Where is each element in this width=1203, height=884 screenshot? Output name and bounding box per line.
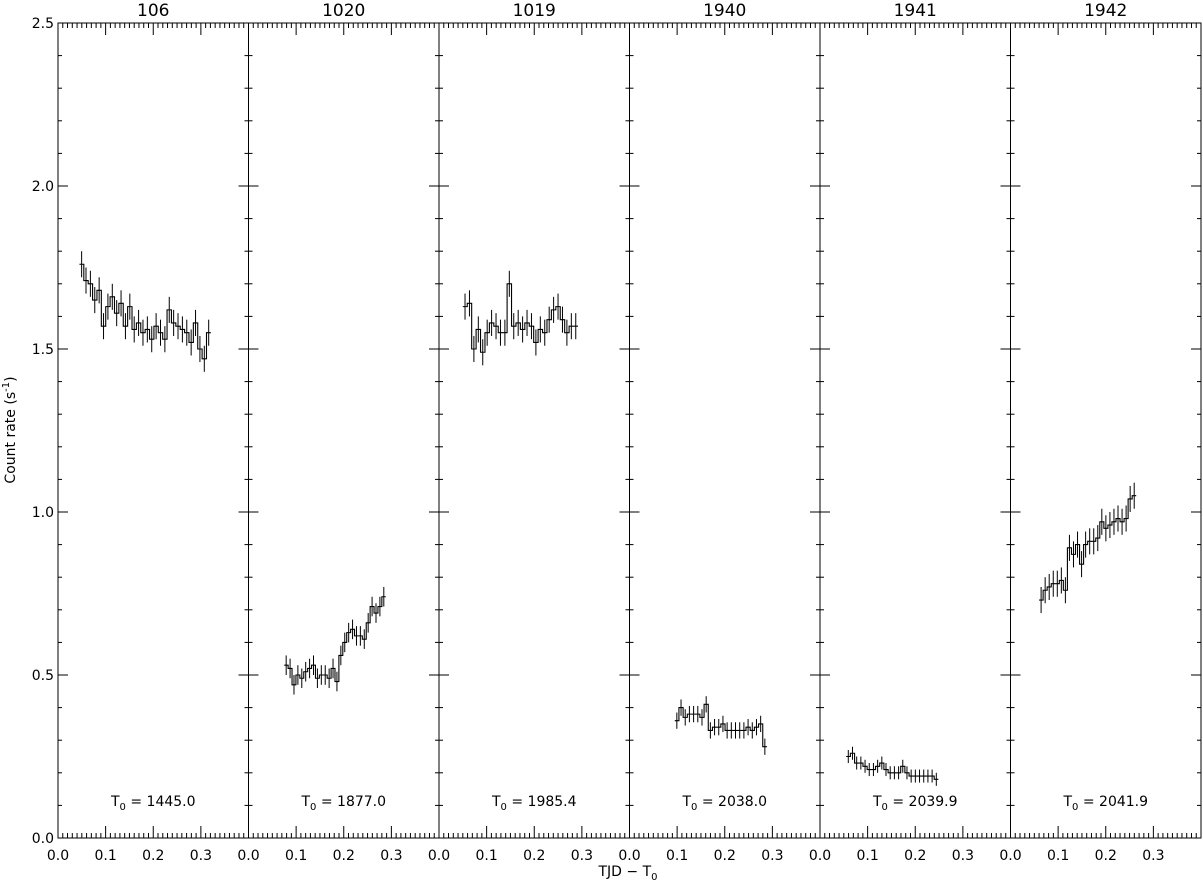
y-tick-label: 1.5 bbox=[32, 342, 54, 358]
x-tick-label: 0.2 bbox=[142, 848, 164, 864]
y-tick-label: 2.5 bbox=[32, 16, 54, 32]
panel-title: 106 bbox=[137, 1, 169, 21]
y-tick-label: 0.0 bbox=[32, 831, 54, 847]
panel-title: 1019 bbox=[513, 1, 556, 21]
panel-1019: 1019 0.0 0.1 0.2 0.3 T0 = 1985.4 bbox=[428, 1, 630, 864]
panel-frame bbox=[248, 22, 440, 839]
x-tick-label: 0.1 bbox=[94, 848, 116, 864]
x-tick-label: 0.3 bbox=[380, 848, 402, 864]
x-tick-label: 0.0 bbox=[428, 848, 450, 864]
x-tick-label: 0.3 bbox=[571, 848, 593, 864]
panels-group: 106 0.0 0.1 0.2 0.3 T0 = 1445.0 1020 0.0 0.1 0.2 0… bbox=[47, 1, 1202, 864]
panel-title: 1942 bbox=[1084, 1, 1127, 21]
y-axis-ticks: 0.0 0.5 1.0 1.5 2.0 2.5 bbox=[32, 16, 54, 847]
x-tick-label: 0.1 bbox=[856, 848, 878, 864]
panel-title: 1941 bbox=[894, 1, 937, 21]
x-tick-label: 0.2 bbox=[1095, 848, 1117, 864]
panel-frame bbox=[438, 22, 630, 839]
panel-title: 1940 bbox=[703, 1, 746, 21]
x-tick-label: 0.1 bbox=[285, 848, 307, 864]
t0-annotation: T0 = 1985.4 bbox=[491, 794, 577, 813]
panel-1942: 1942 0.0 0.1 0.2 0.3 T0 = 2041.9 bbox=[999, 1, 1202, 864]
panel-frame bbox=[1010, 22, 1202, 839]
x-tick-label: 0.1 bbox=[666, 848, 688, 864]
y-tick-label: 1.0 bbox=[32, 505, 54, 521]
x-tick-label: 0.0 bbox=[618, 848, 640, 864]
x-tick-label: 0.0 bbox=[999, 848, 1021, 864]
panel-frame bbox=[629, 22, 821, 839]
x-tick-label: 0.2 bbox=[904, 848, 926, 864]
x-tick-label: 0.0 bbox=[809, 848, 831, 864]
y-tick-label: 2.0 bbox=[32, 179, 54, 195]
panel-106: 106 0.0 0.1 0.2 0.3 T0 = 1445.0 bbox=[47, 1, 249, 864]
panel-1940: 1940 0.0 0.1 0.2 0.3 T0 = 2038.0 bbox=[618, 1, 821, 864]
x-tick-label: 0.3 bbox=[190, 848, 212, 864]
panel-1941: 1941 0.0 0.1 0.2 0.3 T0 = 2039.9 bbox=[809, 1, 1011, 864]
series-step-line bbox=[284, 596, 386, 686]
x-axis-label: TJD − T0 bbox=[597, 864, 657, 883]
x-tick-label: 0.2 bbox=[714, 848, 736, 864]
x-tick-label: 0.3 bbox=[952, 848, 974, 864]
x-tick-label: 0.3 bbox=[1142, 848, 1164, 864]
series-step-line bbox=[79, 263, 211, 360]
x-tick-label: 0.2 bbox=[333, 848, 355, 864]
x-tick-label: 0.1 bbox=[475, 848, 497, 864]
y-tick-label: 0.5 bbox=[32, 668, 54, 684]
x-tick-label: 0.0 bbox=[237, 848, 259, 864]
panel-frame bbox=[819, 22, 1011, 839]
t0-annotation: T0 = 1445.0 bbox=[110, 794, 196, 813]
y-axis-label: Count rate (s-1) bbox=[1, 376, 19, 483]
x-tick-label: 0.3 bbox=[761, 848, 783, 864]
t0-annotation: T0 = 2041.9 bbox=[1062, 794, 1148, 813]
panel-title: 1020 bbox=[322, 1, 365, 21]
t0-annotation: T0 = 2039.9 bbox=[872, 794, 958, 813]
panel-frame bbox=[57, 22, 249, 839]
panel-1020: 1020 0.0 0.1 0.2 0.3 T0 = 1877.0 bbox=[237, 1, 440, 864]
series-step-line bbox=[462, 283, 578, 353]
x-tick-label: 0.1 bbox=[1047, 848, 1069, 864]
x-tick-label: 0.0 bbox=[47, 848, 69, 864]
series-step-line bbox=[846, 752, 939, 780]
x-tick-label: 0.2 bbox=[523, 848, 545, 864]
t0-annotation: T0 = 2038.0 bbox=[681, 794, 767, 813]
t0-annotation: T0 = 1877.0 bbox=[300, 794, 386, 813]
series-step-line bbox=[674, 703, 767, 748]
